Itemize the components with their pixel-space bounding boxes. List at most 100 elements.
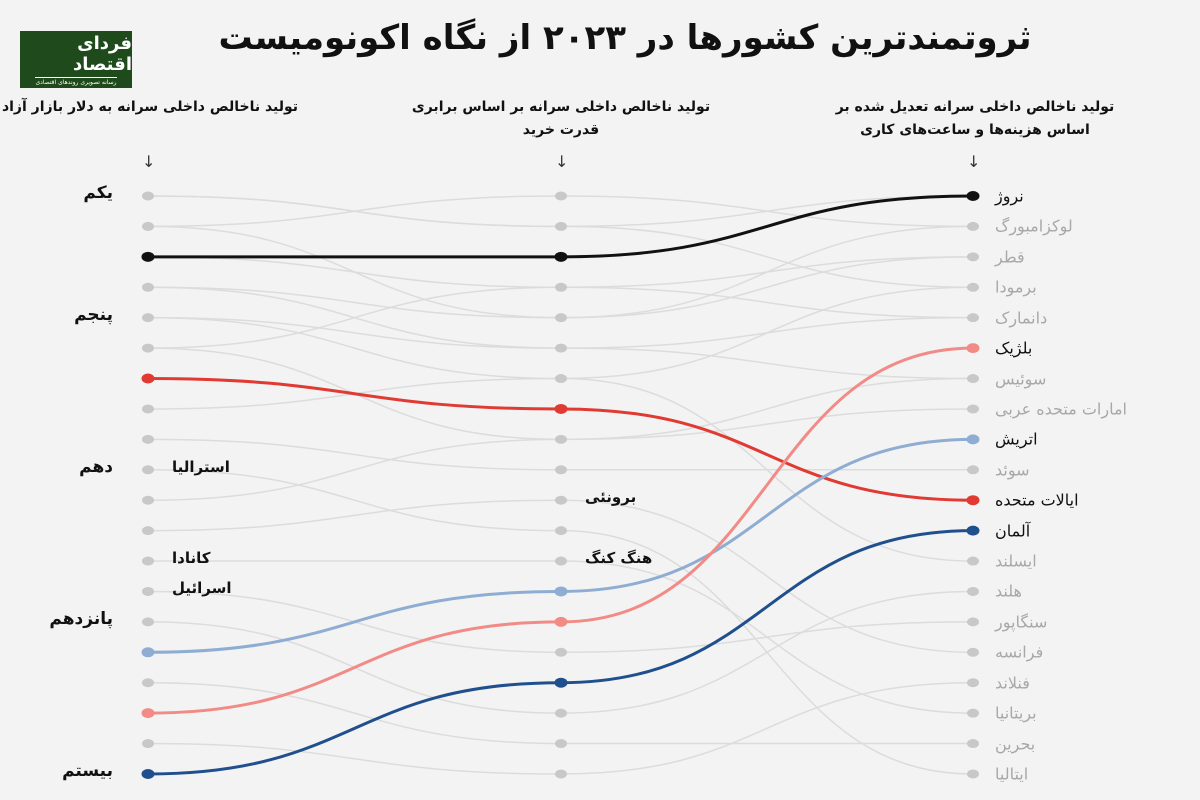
rank-dot	[142, 586, 154, 596]
background-connector	[560, 195, 974, 228]
rank-dot	[142, 343, 154, 353]
rank-dot	[967, 282, 979, 292]
series-line	[560, 529, 974, 685]
down-arrow-icon: ↓	[967, 152, 981, 171]
country-label: بحرین	[995, 734, 1036, 754]
rank-dot	[967, 647, 979, 657]
rank-dot	[142, 495, 154, 505]
rank-dot	[142, 434, 154, 444]
country-label: اتریش	[995, 429, 1038, 449]
down-arrow-icon: ↓	[555, 152, 569, 171]
rank-label: پنجم	[74, 304, 113, 325]
background-connector	[147, 256, 562, 289]
series-point	[141, 647, 155, 658]
rank-dot	[142, 313, 154, 323]
background-connector	[147, 286, 562, 319]
rank-dot	[967, 739, 979, 749]
annotation-label: کانادا	[172, 549, 211, 568]
series-line	[147, 377, 562, 411]
rank-dot	[555, 495, 567, 505]
background-connector	[147, 195, 562, 228]
background-connector	[147, 469, 562, 532]
rank-dot	[967, 313, 979, 323]
series-line	[560, 437, 974, 593]
rank-dot	[555, 282, 567, 292]
rank-dot	[967, 221, 979, 231]
annotation-label: استرالیا	[172, 457, 230, 476]
rank-dot	[967, 586, 979, 596]
rank-dot	[555, 191, 567, 201]
series-line	[147, 620, 562, 715]
country-label: سنگاپور	[995, 612, 1048, 632]
background-connector	[560, 256, 974, 289]
page-title: ثروتمندترین کشورها در ۲۰۲۳ از نگاه اکونو…	[218, 18, 1032, 58]
series-point	[554, 677, 568, 688]
background-connector	[147, 286, 562, 349]
rank-label: بیستم	[62, 760, 113, 781]
country-label: ایتالیا	[995, 764, 1029, 784]
logo: فردای اقتصاد رسانه تصویری روندهای اقتصاد…	[20, 31, 132, 88]
rank-dot	[555, 313, 567, 323]
rank-dot	[142, 282, 154, 292]
annotation-label: اسرائیل	[172, 579, 232, 598]
rank-dot	[555, 374, 567, 384]
rank-label: پانزدهم	[49, 608, 113, 629]
rank-label: یکم	[83, 183, 113, 203]
rank-dot	[967, 465, 979, 475]
series-line	[147, 681, 562, 776]
series-point	[141, 708, 155, 719]
rank-dot	[555, 526, 567, 536]
country-label: دانمارک	[995, 308, 1048, 328]
annotation-label: برونئی	[585, 488, 637, 507]
rank-dot	[142, 556, 154, 566]
rank-dot	[967, 617, 979, 627]
rank-dot	[555, 769, 567, 779]
rank-dot	[142, 739, 154, 749]
rank-dot	[142, 678, 154, 688]
rank-dot	[142, 404, 154, 414]
series-point	[554, 586, 568, 597]
rank-dot	[555, 343, 567, 353]
rank-dot	[555, 556, 567, 566]
rank-label: دهم	[79, 456, 113, 477]
background-connector	[560, 377, 974, 441]
logo-name: فردای اقتصاد	[72, 33, 132, 75]
country-label: فنلاند	[995, 673, 1030, 693]
country-label: فرانسه	[995, 642, 1044, 662]
background-connector	[560, 681, 974, 775]
background-connector	[147, 499, 562, 532]
country-label: سوئد	[995, 460, 1030, 480]
rank-dot	[555, 221, 567, 231]
logo-tagline: رسانه تصویری روندهای اقتصادی	[35, 77, 117, 86]
background-connector	[560, 499, 974, 654]
country-label: لوکزامبورگ	[995, 216, 1073, 236]
column-header-2: تولید ناخالص داخلی سرانه بر اساس برابری …	[411, 99, 711, 138]
country-label: قطر	[995, 247, 1025, 267]
background-connector	[147, 742, 562, 775]
rank-dot	[967, 769, 979, 779]
rank-dot	[555, 647, 567, 657]
series-point	[966, 191, 980, 201]
rank-dot	[142, 465, 154, 475]
country-label: آلمان	[995, 521, 1031, 541]
rank-dot	[967, 404, 979, 414]
series-line	[560, 194, 974, 259]
series-point	[966, 495, 980, 506]
country-label: برمودا	[995, 277, 1037, 297]
background-connector	[560, 347, 974, 380]
rank-dot	[555, 708, 567, 718]
rank-dot	[142, 221, 154, 231]
background-connector	[560, 256, 974, 319]
country-label: هلند	[995, 581, 1022, 601]
background-connector	[560, 225, 974, 289]
background-connector	[560, 621, 974, 654]
background-connector	[147, 316, 562, 380]
rank-dot	[555, 434, 567, 444]
series-point	[554, 616, 568, 627]
background-connector	[560, 408, 974, 441]
down-arrow-icon: ↓	[142, 152, 156, 171]
country-label: ایسلند	[995, 551, 1037, 571]
series-point	[141, 373, 155, 384]
rank-dot	[555, 739, 567, 749]
background-connector	[147, 438, 562, 471]
